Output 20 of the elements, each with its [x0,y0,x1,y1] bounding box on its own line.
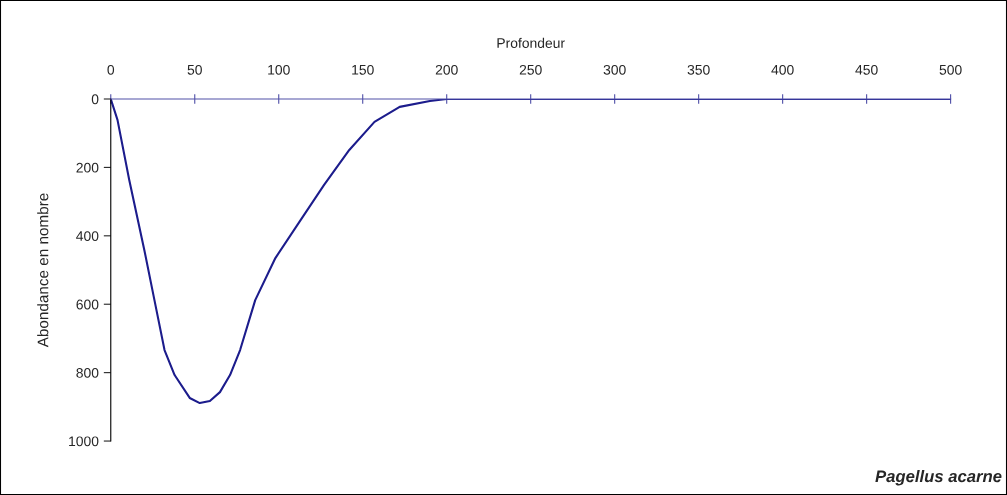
y-tick-label: 600 [76,299,99,310]
x-tick-label: 0 [107,64,115,75]
y-axis-title: Abondance en nombre [37,193,49,348]
x-tick-label: 350 [687,64,710,75]
x-tick-label: 100 [268,64,290,75]
y-tick-label: 200 [76,162,99,173]
x-tick-label: 300 [603,64,626,75]
x-tick-label: 400 [771,64,794,75]
x-tick-label: 450 [855,64,878,75]
x-tick-label: 500 [939,64,962,75]
y-tick-label: 800 [76,367,99,378]
x-tick-label: 250 [519,64,542,75]
y-tick-label: 0 [91,94,99,105]
y-tick-label: 400 [76,231,99,241]
y-tick-label: 1000 [69,436,99,447]
x-tick-label: 200 [435,64,458,75]
text: Pagellus acarne [875,469,1002,486]
x-tick-label: 50 [187,64,202,75]
x-axis-title: Profondeur [497,37,565,48]
x-tick-label: 150 [352,64,374,75]
